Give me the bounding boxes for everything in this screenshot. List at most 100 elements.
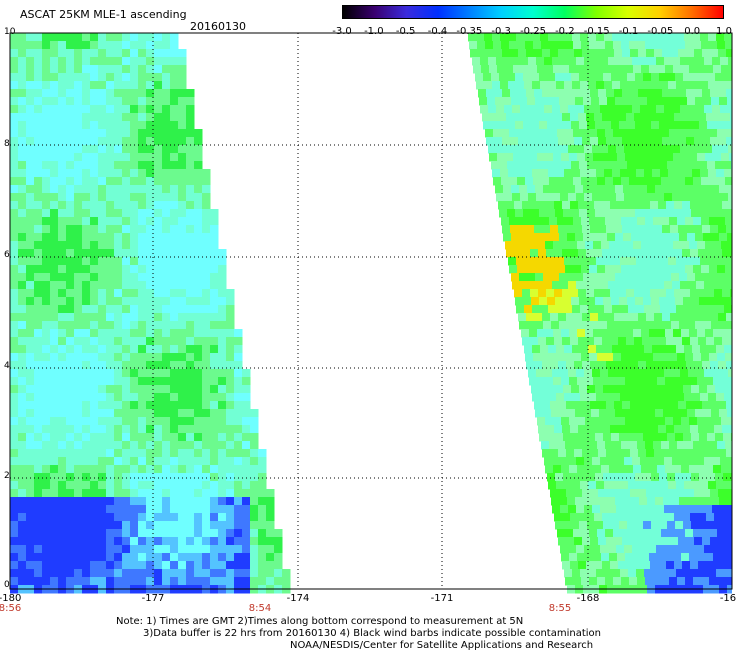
data-cell <box>730 249 732 258</box>
data-cell <box>154 433 163 442</box>
data-cell <box>575 97 584 106</box>
data-cell <box>568 505 577 514</box>
data-cell <box>483 73 492 82</box>
data-cell <box>82 345 91 354</box>
data-cell <box>672 281 681 290</box>
data-cell <box>154 41 163 50</box>
data-cell <box>515 73 524 82</box>
data-cell <box>714 561 723 570</box>
data-cell <box>564 481 573 490</box>
data-cell <box>580 345 589 354</box>
data-cell <box>242 441 251 450</box>
data-cell <box>661 265 670 274</box>
data-cell <box>588 169 597 178</box>
data-cell <box>700 481 709 490</box>
data-cell <box>578 337 587 346</box>
data-cell <box>530 249 539 258</box>
data-cell <box>728 505 732 514</box>
data-cell <box>90 401 99 410</box>
data-cell <box>42 489 51 498</box>
data-cell <box>531 297 540 306</box>
data-cell <box>90 393 99 402</box>
data-cell <box>646 537 655 546</box>
data-cell <box>640 369 649 378</box>
data-cell <box>10 201 19 210</box>
data-cell <box>98 401 107 410</box>
data-cell <box>592 281 601 290</box>
data-cell <box>538 337 547 346</box>
data-cell <box>510 89 519 98</box>
data-cell <box>114 257 123 266</box>
data-cell <box>642 425 651 434</box>
data-cell <box>573 177 582 186</box>
data-cell <box>538 249 547 258</box>
data-cell <box>566 537 575 546</box>
data-cell <box>610 513 619 522</box>
data-cell <box>524 33 533 42</box>
data-cell <box>210 545 219 554</box>
data-cell <box>154 409 163 418</box>
data-cell <box>162 409 171 418</box>
data-cell <box>601 65 610 74</box>
data-cell <box>621 577 630 586</box>
data-cell <box>629 577 638 586</box>
data-cell <box>494 137 503 146</box>
data-cell <box>74 225 83 234</box>
data-cell <box>538 201 547 210</box>
data-cell <box>202 345 211 354</box>
data-cell <box>170 49 179 58</box>
data-cell <box>66 553 75 562</box>
data-cell <box>692 305 701 314</box>
data-cell <box>242 537 251 546</box>
data-cell <box>568 57 577 66</box>
data-cell <box>162 537 171 546</box>
data-cell <box>90 337 99 346</box>
data-cell <box>58 177 67 186</box>
data-cell <box>662 401 671 410</box>
data-cell <box>106 193 115 202</box>
data-cell <box>623 409 632 418</box>
data-cell <box>26 569 35 578</box>
data-cell <box>10 265 19 274</box>
data-cell <box>616 105 625 114</box>
data-cell <box>58 225 67 234</box>
data-cell <box>569 241 578 250</box>
data-cell <box>34 513 43 522</box>
data-cell <box>210 217 219 226</box>
data-cell <box>162 145 171 154</box>
data-cell <box>610 425 619 434</box>
data-cell <box>706 289 715 298</box>
data-cell <box>202 553 211 562</box>
data-cell <box>659 161 668 170</box>
data-cell <box>643 121 652 130</box>
data-cell <box>114 345 123 354</box>
data-cell <box>178 305 187 314</box>
data-cell <box>178 297 187 306</box>
data-cell <box>162 305 171 314</box>
data-cell <box>618 337 627 346</box>
data-cell <box>194 137 203 146</box>
data-cell <box>636 345 645 354</box>
data-cell <box>723 121 732 130</box>
data-cell <box>26 505 35 514</box>
data-cell <box>114 305 123 314</box>
data-cell <box>720 545 729 554</box>
data-cell <box>138 345 147 354</box>
data-cell <box>42 49 51 58</box>
data-cell <box>523 73 532 82</box>
data-cell <box>705 241 714 250</box>
data-cell <box>657 465 666 474</box>
data-cell <box>565 129 574 138</box>
data-cell <box>66 473 75 482</box>
data-cell <box>565 217 574 226</box>
data-cell <box>42 161 51 170</box>
data-cell <box>122 441 131 450</box>
data-cell <box>618 425 627 434</box>
data-cell <box>679 497 688 506</box>
data-cell <box>625 329 634 338</box>
data-cell <box>226 433 235 442</box>
data-cell <box>162 553 171 562</box>
colorbar-label: 1.0 <box>716 26 732 37</box>
data-cell <box>646 89 655 98</box>
data-cell <box>558 313 567 322</box>
